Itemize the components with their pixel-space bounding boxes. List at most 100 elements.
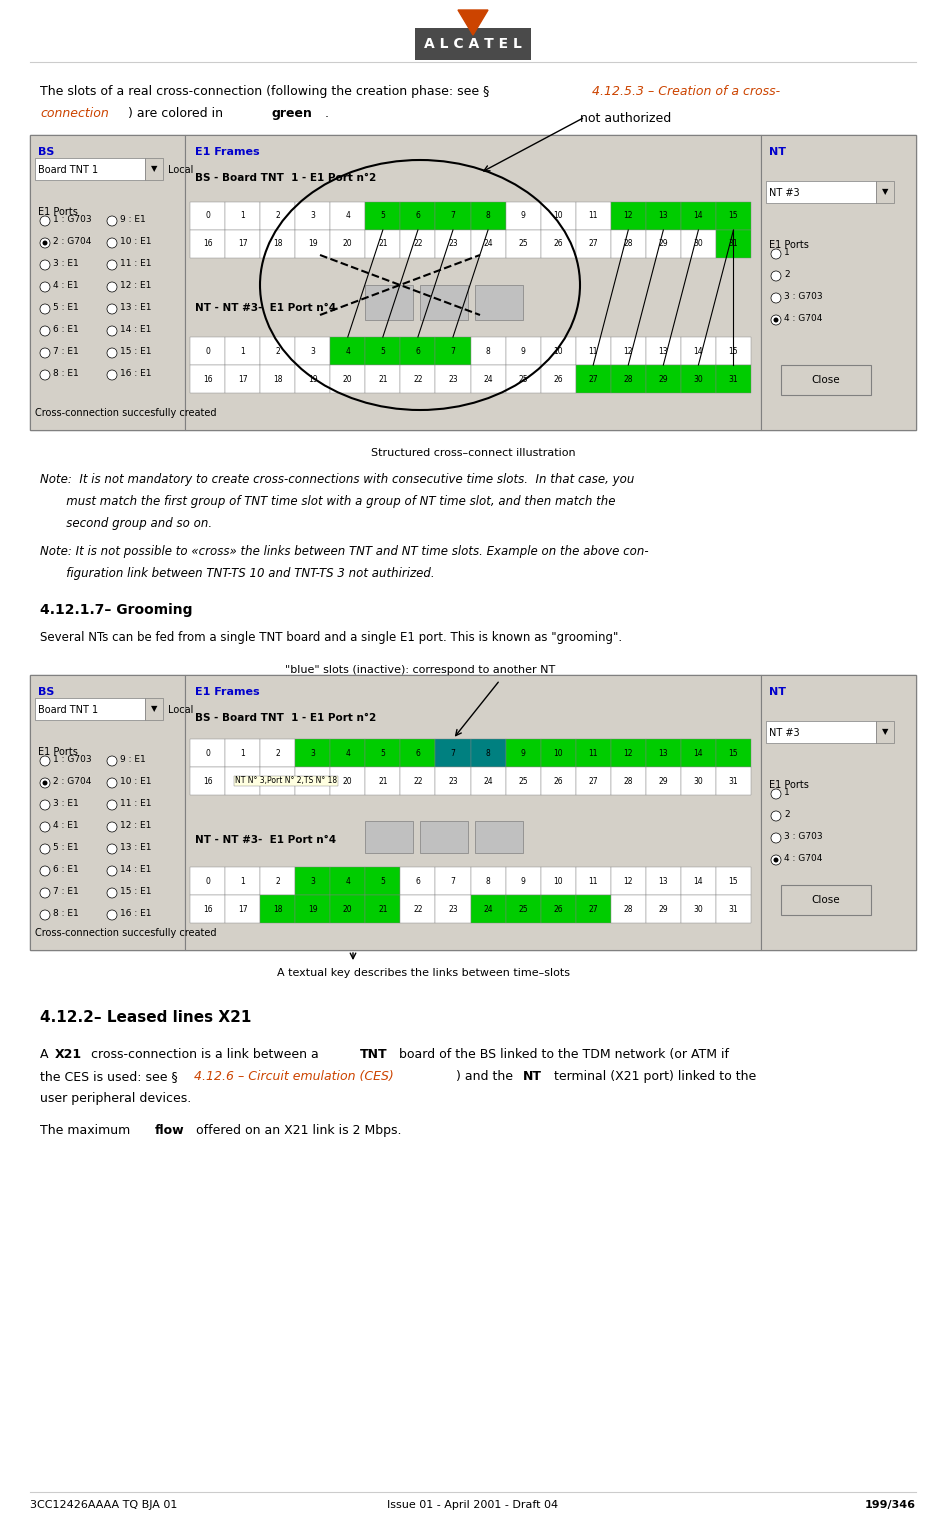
Text: 22: 22: [413, 904, 423, 913]
Bar: [576, 337, 611, 365]
Circle shape: [40, 910, 50, 919]
Text: 12: 12: [623, 212, 633, 220]
Bar: [190, 365, 225, 392]
Circle shape: [771, 834, 781, 843]
Bar: [781, 365, 871, 395]
Bar: [35, 698, 145, 721]
Text: 8 : E1: 8 : E1: [53, 370, 79, 379]
Bar: [611, 337, 646, 365]
Bar: [330, 365, 365, 392]
Bar: [260, 895, 295, 922]
Bar: [505, 767, 540, 796]
Bar: [470, 202, 505, 231]
Bar: [611, 767, 646, 796]
Text: 30: 30: [693, 240, 703, 249]
Text: 17: 17: [237, 904, 248, 913]
Text: 22: 22: [413, 374, 423, 383]
Text: 5: 5: [380, 748, 385, 757]
Bar: [260, 867, 295, 895]
Bar: [716, 365, 751, 392]
Text: 8: 8: [485, 347, 490, 356]
Bar: [295, 365, 330, 392]
Text: 16 : E1: 16 : E1: [120, 909, 151, 918]
Bar: [260, 337, 295, 365]
Text: 0: 0: [205, 876, 210, 886]
Bar: [611, 231, 646, 258]
Text: figuration link between TNT-TS 10 and TNT-TS 3 not authirized.: figuration link between TNT-TS 10 and TN…: [40, 567, 434, 580]
Bar: [295, 739, 330, 767]
Text: 7 : E1: 7 : E1: [53, 887, 79, 896]
Bar: [400, 767, 435, 796]
Bar: [295, 767, 330, 796]
Text: 9 : E1: 9 : E1: [120, 754, 146, 764]
Text: 7: 7: [450, 748, 455, 757]
Text: 22: 22: [413, 777, 423, 785]
Text: NT: NT: [769, 687, 786, 696]
Text: 18: 18: [272, 777, 283, 785]
Text: 14 : E1: 14 : E1: [120, 864, 151, 873]
Text: 1: 1: [240, 347, 245, 356]
Text: 17: 17: [237, 240, 248, 249]
Text: Close: Close: [812, 895, 840, 906]
Bar: [576, 739, 611, 767]
Text: NT - NT #3-  E1 Port n°4: NT - NT #3- E1 Port n°4: [195, 835, 336, 844]
Text: ) are colored in: ) are colored in: [128, 107, 227, 121]
Bar: [576, 767, 611, 796]
Circle shape: [107, 756, 117, 767]
Bar: [475, 286, 523, 321]
Text: 20: 20: [343, 240, 353, 249]
Text: 199/346: 199/346: [865, 1500, 916, 1510]
Bar: [225, 767, 260, 796]
Text: 10: 10: [553, 347, 563, 356]
Text: BS - Board TNT  1 - E1 Port n°2: BS - Board TNT 1 - E1 Port n°2: [195, 173, 377, 183]
Circle shape: [107, 822, 117, 832]
Text: 6: 6: [415, 748, 420, 757]
Text: .: .: [325, 107, 329, 121]
Text: A L C A T E L: A L C A T E L: [424, 37, 522, 50]
Text: board of the BS linked to the TDM network (or ATM if: board of the BS linked to the TDM networ…: [395, 1048, 729, 1061]
Text: 4.12.6 – Circuit emulation (CES): 4.12.6 – Circuit emulation (CES): [194, 1070, 394, 1083]
Text: 11 : E1: 11 : E1: [120, 260, 151, 269]
Text: 11 : E1: 11 : E1: [120, 799, 151, 808]
Bar: [365, 767, 400, 796]
Text: 1: 1: [240, 212, 245, 220]
Text: 23: 23: [448, 904, 458, 913]
Text: 19: 19: [307, 777, 318, 785]
Text: 4: 4: [345, 212, 350, 220]
Circle shape: [40, 777, 50, 788]
Bar: [540, 739, 576, 767]
Text: E1 Ports: E1 Ports: [38, 208, 78, 217]
Text: 12 : E1: 12 : E1: [120, 281, 151, 290]
Text: NT: NT: [769, 147, 786, 157]
Text: 13 : E1: 13 : E1: [120, 843, 151, 852]
Text: 9: 9: [520, 347, 526, 356]
Text: 9: 9: [520, 748, 526, 757]
Circle shape: [40, 822, 50, 832]
Text: 14: 14: [693, 212, 703, 220]
Bar: [365, 895, 400, 922]
Bar: [185, 675, 761, 950]
Circle shape: [107, 215, 117, 226]
Bar: [365, 337, 400, 365]
Text: Issue 01 - April 2001 - Draft 04: Issue 01 - April 2001 - Draft 04: [388, 1500, 558, 1510]
Text: 0: 0: [205, 748, 210, 757]
Text: 3CC12426AAAA TQ BJA 01: 3CC12426AAAA TQ BJA 01: [30, 1500, 177, 1510]
Bar: [470, 231, 505, 258]
Bar: [435, 231, 470, 258]
Text: 2: 2: [275, 347, 280, 356]
Circle shape: [771, 315, 781, 325]
Text: 3: 3: [310, 748, 315, 757]
Circle shape: [107, 844, 117, 854]
Bar: [365, 202, 400, 231]
Text: 30: 30: [693, 374, 703, 383]
Circle shape: [771, 811, 781, 822]
Text: 16: 16: [202, 777, 212, 785]
Bar: [611, 365, 646, 392]
Text: 23: 23: [448, 777, 458, 785]
Text: 26: 26: [553, 904, 563, 913]
Circle shape: [43, 780, 47, 785]
Text: 25: 25: [518, 240, 528, 249]
Text: 1: 1: [240, 748, 245, 757]
Bar: [470, 739, 505, 767]
Text: 4.12.2– Leased lines X21: 4.12.2– Leased lines X21: [40, 1009, 252, 1025]
